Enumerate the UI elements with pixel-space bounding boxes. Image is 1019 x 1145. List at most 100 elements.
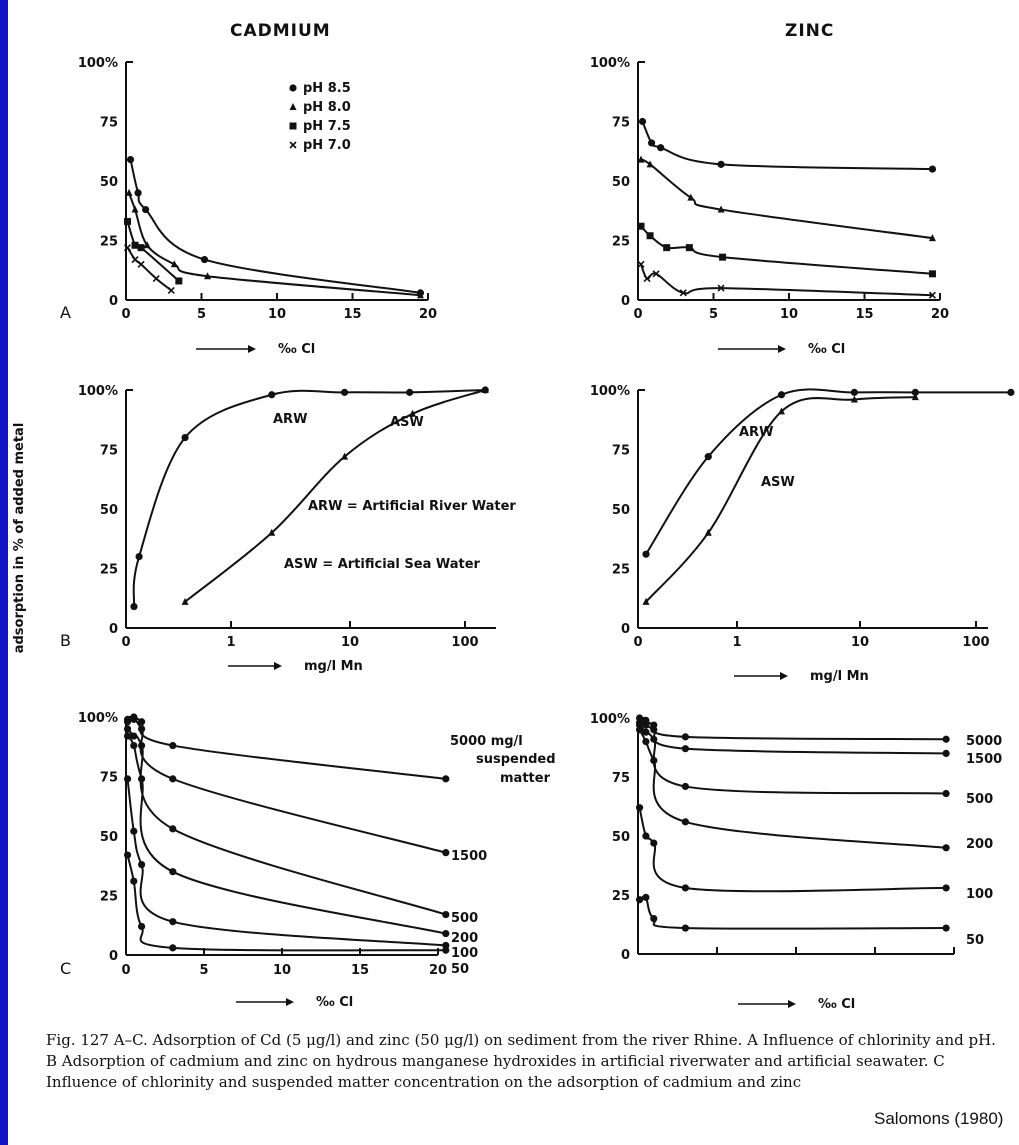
C-zinc-point-200: [943, 844, 950, 851]
B-cadmium-point-arw: [181, 434, 188, 441]
C-cadmium-point-50: [124, 851, 131, 858]
A-cadmium-point-ph-8.5: [201, 256, 208, 263]
A-cadmium-y-tick-label: 75: [100, 116, 118, 131]
A-cadmium-x-tick-label: 15: [343, 307, 361, 322]
B-zinc-y-tick-label: 25: [612, 563, 630, 578]
A-cadmium-x-tick-label: 0: [121, 307, 130, 322]
B-cadmium-y-tick-label: 100%: [78, 384, 118, 399]
A-cadmium-point-ph-8.5: [142, 206, 149, 213]
A-cadmium-point-ph-7.5: [132, 242, 139, 249]
B-cadmium-annotation-asw-def: ASW = Artificial Sea Water: [284, 557, 481, 572]
B-zinc-x-arrow-head: [780, 672, 788, 680]
A-cadmium-point-ph-8.5: [134, 189, 141, 196]
A-zinc-series-ph-8.5-line: [643, 122, 933, 170]
A-zinc-y-tick-label: 50: [612, 175, 630, 190]
C-zinc-point-50: [642, 894, 649, 901]
B-zinc-series-asw-line: [646, 397, 915, 602]
C-zinc-y-tick-label: 50: [612, 830, 630, 845]
C-zinc-series-label-50: 50: [966, 933, 984, 948]
A-zinc-point-ph-7.5: [638, 223, 645, 230]
C-zinc-y-tick-label: 100%: [590, 712, 630, 727]
B-zinc-x-tick-label: 100: [962, 635, 989, 650]
B-cadmium-x-tick-label: 10: [341, 635, 359, 650]
figure-panel: CADMIUM ZINC adsorption in % of added me…: [8, 0, 1019, 1145]
B-zinc-x-label: mg/l Mn: [810, 669, 869, 684]
C-zinc-point-100: [636, 804, 643, 811]
B-zinc-x-tick-label: 1: [732, 635, 741, 650]
C-zinc-point-50: [650, 915, 657, 922]
C-zinc-point-500: [650, 736, 657, 743]
C-cadmium-point-50: [442, 947, 449, 954]
B-cadmium-point-arw: [130, 603, 137, 610]
C-cadmium-point-1500: [130, 716, 137, 723]
C-cadmium-point-5000: [442, 775, 449, 782]
C-cadmium-series-label-200: 200: [451, 931, 478, 946]
A-zinc-x-tick-label: 0: [633, 307, 642, 322]
A-cadmium-legend-marker: [290, 103, 297, 110]
B-zinc-point-arw: [705, 453, 712, 460]
A-cadmium-legend-entry: pH 7.5: [303, 119, 351, 134]
C-cadmium-point-1500: [169, 775, 176, 782]
B-cadmium-y-tick-label: 25: [100, 563, 118, 578]
figure-svg: CADMIUM ZINC adsorption in % of added me…: [8, 0, 1019, 1030]
C-zinc-series-label-1500: 1500: [966, 752, 1002, 767]
C-cadmium-point-200: [442, 930, 449, 937]
A-cadmium-x-tick-label: 20: [419, 307, 437, 322]
A-zinc-x-tick-label: 5: [709, 307, 718, 322]
C-cadmium-annotation-5000-mg-l: 5000 mg/l: [450, 734, 523, 749]
A-cadmium-panel-label: A: [60, 303, 71, 322]
B-cadmium-point-arw: [341, 389, 348, 396]
C-cadmium-annotation-suspended: suspended: [476, 752, 556, 767]
A-zinc-point-ph-7.5: [929, 270, 936, 277]
C-cadmium-point-50: [169, 944, 176, 951]
C-cadmium-y-tick-label: 0: [109, 949, 118, 964]
C-cadmium-series-500-line: [128, 729, 446, 915]
C-cadmium-point-1500: [124, 718, 131, 725]
A-cadmium-point-ph-8.0: [132, 206, 139, 213]
C-zinc-point-1500: [682, 745, 689, 752]
C-zinc-y-tick-label: 25: [612, 889, 630, 904]
C-zinc-point-50: [943, 924, 950, 931]
B-cadmium-label-asw: ASW: [390, 415, 424, 430]
B-zinc-x-tick-label: 0: [633, 635, 642, 650]
B-zinc-y-tick-label: 0: [621, 622, 630, 637]
A-zinc-series-ph-8.0-line: [641, 160, 932, 239]
C-cadmium-point-100: [138, 861, 145, 868]
col-title-cadmium: CADMIUM: [230, 21, 331, 41]
A-zinc-point-ph-8.5: [929, 166, 936, 173]
C-cadmium-x-tick-label: 15: [351, 963, 369, 978]
A-zinc-y-tick-label: 25: [612, 235, 630, 250]
A-cadmium-point-ph-7.5: [124, 218, 131, 225]
B-cadmium-x-label: mg/l Mn: [304, 659, 363, 674]
C-cadmium-x-tick-label: 10: [273, 963, 291, 978]
C-zinc-point-100: [642, 832, 649, 839]
C-cadmium-point-500: [138, 742, 145, 749]
C-cadmium-point-500: [169, 825, 176, 832]
A-cadmium-y-tick-label: 100%: [78, 56, 118, 71]
C-zinc-series-50-line: [640, 896, 947, 928]
C-cadmium-point-1500: [138, 725, 145, 732]
C-cadmium-y-tick-label: 75: [100, 771, 118, 786]
C-cadmium-point-5000: [169, 742, 176, 749]
C-cadmium-point-100: [169, 918, 176, 925]
B-zinc-point-arw: [1007, 389, 1014, 396]
C-cadmium-point-100: [130, 828, 137, 835]
C-zinc-series-label-100: 100: [966, 887, 993, 902]
B-zinc-point-arw: [778, 391, 785, 398]
B-cadmium-point-arw: [268, 391, 275, 398]
C-cadmium-point-500: [124, 725, 131, 732]
B-cadmium-x-tick-label: 100: [451, 635, 478, 650]
C-zinc-y-tick-label: 0: [621, 948, 630, 963]
C-cadmium-x-label: ‰ Cl: [316, 995, 353, 1010]
C-zinc-point-500: [943, 790, 950, 797]
C-cadmium-series-label-50: 50: [451, 962, 469, 977]
A-zinc-x-label: ‰ Cl: [808, 342, 845, 357]
C-cadmium-x-tick-label: 5: [199, 963, 208, 978]
A-cadmium-point-ph-7.5: [138, 244, 145, 251]
C-cadmium-series-1500-line: [128, 719, 446, 853]
C-cadmium-x-arrow-head: [286, 998, 294, 1006]
B-zinc-point-arw: [642, 551, 649, 558]
A-cadmium-legend-entry: pH 8.5: [303, 81, 351, 96]
C-zinc-point-50: [636, 896, 643, 903]
A-zinc-y-tick-label: 0: [621, 294, 630, 309]
